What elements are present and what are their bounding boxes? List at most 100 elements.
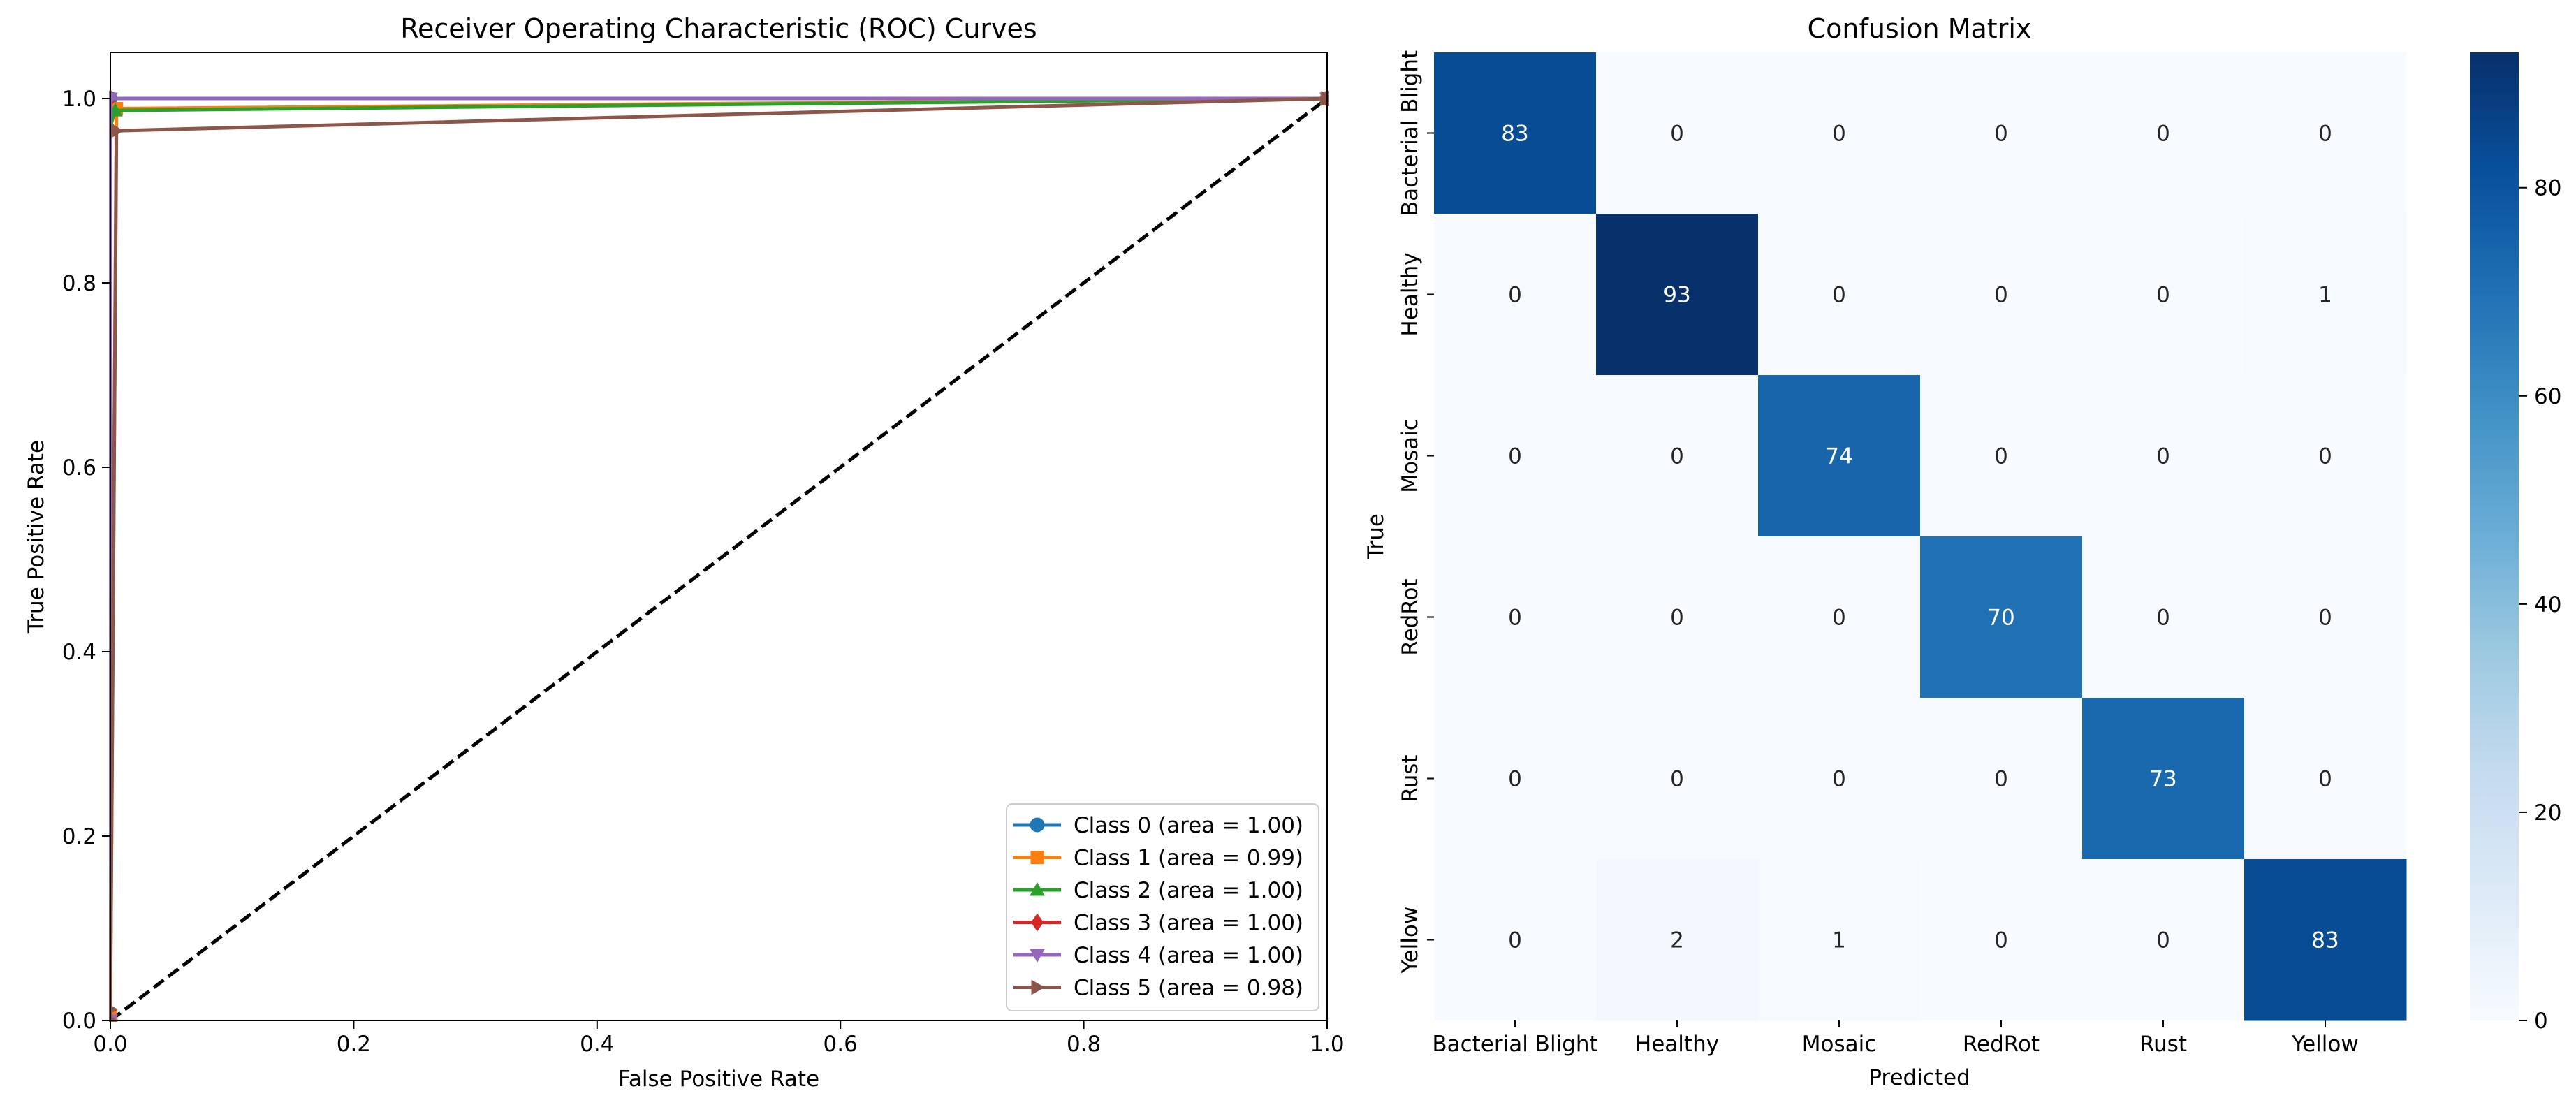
cm-x-tick-label: Rust — [2139, 1032, 2187, 1057]
roc-legend: Class 0 (area = 1.00) Class 1 (area = 0.9… — [1006, 803, 1319, 1011]
roc-legend-label: Class 0 (area = 1.00) — [1074, 813, 1303, 838]
roc-x-tick-label: 0.0 — [93, 1032, 127, 1057]
cm-cell — [2244, 859, 2407, 1021]
roc-legend-marker — [1030, 913, 1044, 932]
cm-colorbar — [2470, 52, 2519, 1020]
cm-cell-value: 83 — [2311, 928, 2339, 953]
cm-cell-value: 2 — [1670, 928, 1684, 953]
cm-cell-value: 0 — [2156, 928, 2170, 953]
cm-cell — [1434, 214, 1597, 376]
cm-cell — [1434, 375, 1597, 537]
cm-colorbar-tick-label: 60 — [2534, 384, 2561, 409]
cm-cell — [1596, 698, 1759, 860]
cm-cell — [1596, 859, 1759, 1021]
cm-cell-value: 0 — [1508, 444, 1522, 469]
roc-reference-diagonal — [109, 97, 1329, 1022]
cm-cell-value: 0 — [1994, 928, 2008, 953]
cm-cell-value: 0 — [2156, 606, 2170, 631]
cm-cell-value: 1 — [1832, 928, 1846, 953]
cm-cell-value: 0 — [1832, 283, 1846, 308]
cm-cell — [1758, 375, 1921, 537]
cm-cell-value: 0 — [1832, 767, 1846, 792]
cm-cell — [1920, 375, 2083, 537]
roc-y-tick-label: 0.6 — [62, 455, 96, 481]
cm-colorbar-tick-label: 0 — [2534, 1009, 2548, 1034]
cm-cell — [2244, 536, 2407, 698]
cm-cell-value: 0 — [1670, 444, 1684, 469]
cm-cell — [1596, 375, 1759, 537]
roc-legend-label: Class 2 (area = 1.00) — [1074, 878, 1303, 903]
cm-cell-value: 0 — [2156, 122, 2170, 147]
cm-y-tick-label: Rust — [1398, 754, 1423, 802]
roc-legend-entry-class-4: Class 4 (area = 1.00) — [1013, 943, 1303, 968]
cm-y-tick-label: Bacterial Blight — [1398, 50, 1423, 216]
roc-legend-marker — [1030, 881, 1045, 896]
cm-cell-value: 0 — [1994, 767, 2008, 792]
cm-cell — [2244, 698, 2407, 860]
cm-cell-value: 0 — [1994, 283, 2008, 308]
cm-cell-value: 0 — [2156, 283, 2170, 308]
cm-cell-value: 0 — [1508, 606, 1522, 631]
roc-chart: Receiver Operating Characteristic (ROC) … — [24, 13, 1345, 1092]
cm-cell-value: 0 — [2318, 122, 2332, 147]
cm-cell — [1920, 859, 2083, 1021]
roc-y-axis-label: True Positive Rate — [24, 440, 49, 634]
cm-cell-value: 0 — [1994, 122, 2008, 147]
roc-y-tick-label: 1.0 — [62, 87, 96, 112]
cm-cell — [1920, 214, 2083, 376]
cm-cell — [1920, 536, 2083, 698]
roc-x-axis-label: False Positive Rate — [618, 1067, 819, 1092]
cm-x-axis-label: Predicted — [1868, 1065, 1970, 1090]
roc-legend-marker — [1030, 949, 1045, 963]
roc-legend-entry-class-2: Class 2 (area = 1.00) — [1013, 878, 1303, 903]
cm-cell — [2082, 214, 2245, 376]
cm-title: Confusion Matrix — [1808, 13, 2032, 44]
cm-cell-value: 0 — [1832, 606, 1846, 631]
roc-x-tick-label: 0.2 — [337, 1032, 371, 1057]
cm-cell-value: 0 — [1670, 606, 1684, 631]
cm-cell-value: 0 — [2318, 444, 2332, 469]
cm-cell — [2082, 375, 2245, 537]
roc-x-tick-label: 1.0 — [1310, 1032, 1344, 1057]
cm-cell-value: 70 — [1987, 606, 2014, 631]
cm-x-tick-label: RedRot — [1963, 1032, 2040, 1057]
roc-legend-label: Class 3 (area = 1.00) — [1074, 911, 1303, 936]
cm-cell-value: 0 — [1508, 928, 1522, 953]
roc-y-tick-label: 0.4 — [62, 640, 96, 665]
cm-cell — [1596, 214, 1759, 376]
cm-x-tick-label: Mosaic — [1802, 1032, 1877, 1057]
roc-title: Receiver Operating Characteristic (ROC) … — [400, 13, 1037, 44]
cm-cell-value: 83 — [1501, 122, 1528, 147]
roc-y-tick-label: 0.0 — [62, 1009, 96, 1034]
roc-legend-label: Class 5 (area = 0.98) — [1074, 976, 1303, 1001]
cm-cell-value: 0 — [1832, 122, 1846, 147]
cm-cell — [2082, 859, 2245, 1021]
roc-x-tick-label: 0.4 — [580, 1032, 614, 1057]
roc-y-tick-label: 0.2 — [62, 824, 96, 849]
roc-legend-entry-class-1: Class 1 (area = 0.99) — [1013, 846, 1303, 871]
cm-cell — [1434, 536, 1597, 698]
roc-x-tick-label: 0.8 — [1067, 1032, 1101, 1057]
cm-cell — [2244, 52, 2407, 214]
cm-cell-value: 0 — [1508, 283, 1522, 308]
cm-y-tick-label: Healthy — [1398, 252, 1423, 336]
cm-cell-value: 73 — [2149, 767, 2176, 792]
confusion-matrix-chart: Confusion Matrix 83 0 0 0 0 0 0 93 0 0 0 1 0 0 74 0 0 0 0 0… — [1363, 13, 2561, 1090]
cm-y-tick-label: RedRot — [1398, 578, 1423, 655]
cm-y-tick-label: Mosaic — [1398, 418, 1423, 493]
cm-x-tick-label: Healthy — [1635, 1032, 1719, 1057]
cm-cell — [1920, 52, 2083, 214]
cm-cell — [1758, 698, 1921, 860]
roc-legend-label: Class 4 (area = 1.00) — [1074, 943, 1303, 968]
roc-legend-entry-class-5: Class 5 (area = 0.98) — [1013, 976, 1303, 1001]
cm-cell — [1434, 698, 1597, 860]
cm-cell — [2082, 536, 2245, 698]
roc-y-tick-label: 0.8 — [62, 271, 96, 296]
cm-cell — [1596, 536, 1759, 698]
cm-cell — [1596, 52, 1759, 214]
roc-x-tick-label: 0.6 — [824, 1032, 858, 1057]
cm-cell-value: 0 — [1670, 122, 1684, 147]
cm-cell — [1758, 52, 1921, 214]
roc-legend-entry-class-0: Class 0 (area = 1.00) — [1013, 813, 1303, 838]
cm-cell-value: 0 — [2318, 767, 2332, 792]
